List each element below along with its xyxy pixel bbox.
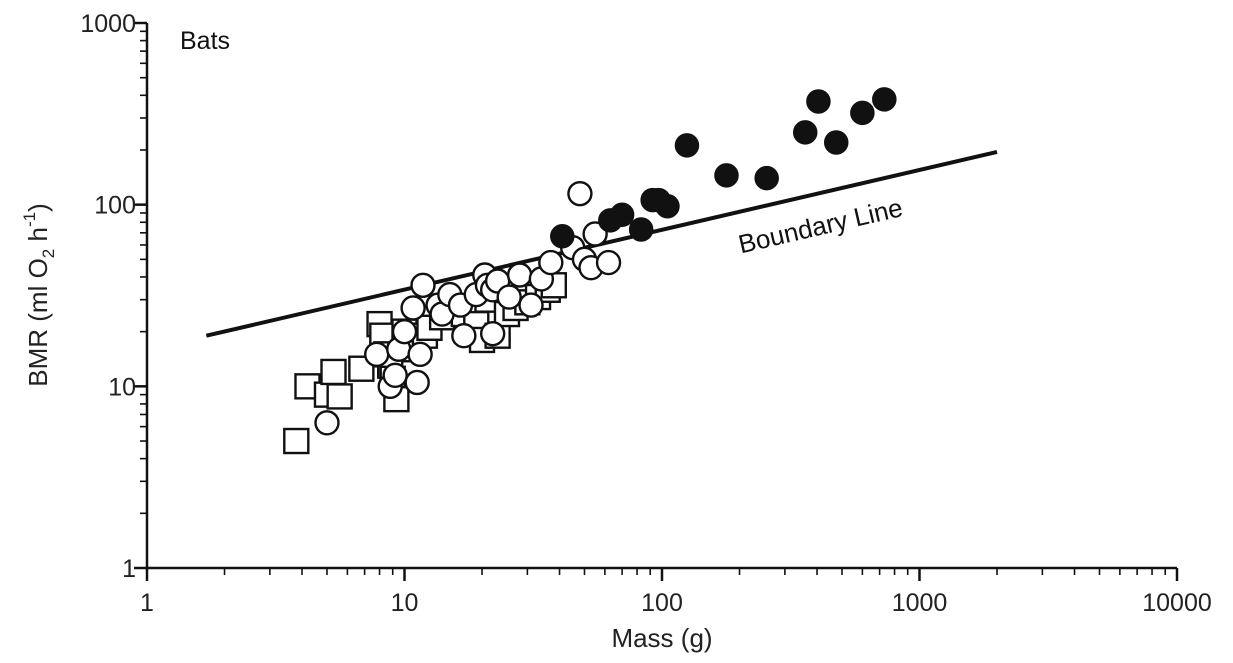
filled-circle-point xyxy=(655,194,680,219)
x-tick-label: 10 xyxy=(391,589,419,617)
open-square-point xyxy=(320,358,347,386)
x-tick-label: 10000 xyxy=(1142,589,1212,617)
y-tick-label: 10 xyxy=(108,373,136,401)
open-circle-point xyxy=(595,249,622,276)
open-circle-point xyxy=(407,341,433,368)
data-points xyxy=(283,87,897,455)
filled-circle-point xyxy=(609,202,635,228)
y-axis-title-mid: h xyxy=(23,227,53,249)
x-tick-label: 1 xyxy=(140,589,154,617)
filled-circle-point xyxy=(823,130,849,155)
open-circle-point xyxy=(404,369,430,396)
open-square-point xyxy=(294,373,321,400)
y-axis-title: BMR (ml O2 h-1) xyxy=(20,203,58,387)
axes xyxy=(145,23,1177,570)
filled-circle-point xyxy=(850,100,875,126)
filled-circle-point xyxy=(872,87,897,112)
open-square-point xyxy=(283,427,310,455)
filled-circle-point xyxy=(674,133,700,158)
y-tick-label: 1000 xyxy=(80,10,136,38)
filled-circle-point xyxy=(792,120,818,145)
open-circle-point xyxy=(451,322,477,349)
x-tick-label: 1000 xyxy=(892,589,948,617)
axis-ticks xyxy=(134,21,1179,581)
open-circle-point xyxy=(582,221,608,247)
y-axis-title-subscript: 2 xyxy=(39,249,58,258)
open-circle-point xyxy=(567,180,593,207)
open-circle-point xyxy=(479,320,506,347)
open-circle-point xyxy=(364,341,390,368)
boundary-line-label: Boundary Line xyxy=(735,192,905,259)
filled-circle-point xyxy=(806,89,831,114)
open-circle-point xyxy=(410,272,436,298)
open-circle-point xyxy=(496,284,522,310)
y-axis-title-suffix: ) xyxy=(23,203,53,212)
y-tick-label: 100 xyxy=(94,192,136,220)
y-tick-label: 1 xyxy=(122,555,136,583)
open-circle-point xyxy=(506,262,533,288)
filled-circle-point xyxy=(714,163,739,188)
filled-circle-point xyxy=(550,224,575,249)
x-tick-label: 100 xyxy=(641,589,683,617)
filled-circle-point xyxy=(754,165,779,191)
open-circle-point xyxy=(400,295,426,321)
tick-labels: 1 10 100 1000 10000 1 10 100 1000 xyxy=(80,10,1211,617)
open-circle-point xyxy=(382,362,408,389)
open-circle-point xyxy=(391,318,418,345)
x-axis-title: Mass (g) xyxy=(611,623,712,653)
y-axis-title-prefix: BMR (ml O xyxy=(23,258,53,387)
open-square-point xyxy=(326,383,353,410)
filled-circle-point xyxy=(628,217,654,242)
open-circle-point xyxy=(314,410,340,436)
open-circle-point xyxy=(518,292,544,318)
panel-label: Bats xyxy=(180,27,230,55)
y-axis-title-superscript: -1 xyxy=(20,212,39,227)
open-circle-point xyxy=(538,249,564,276)
